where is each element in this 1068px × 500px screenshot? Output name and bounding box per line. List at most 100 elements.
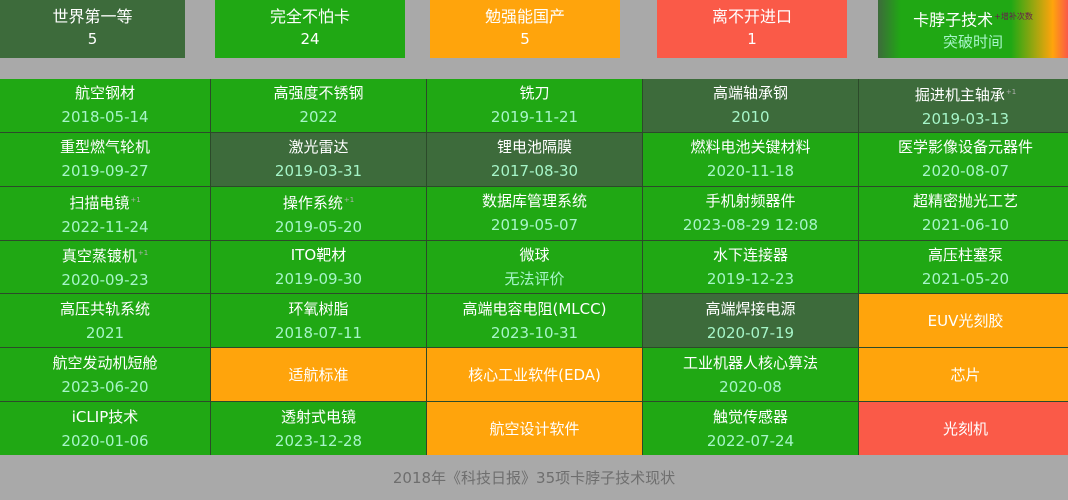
tech-name: ITO靶材 xyxy=(291,243,346,267)
tech-name-text: 真空蒸镀机 xyxy=(61,247,137,266)
tech-cell: 铣刀 2019-11-21 xyxy=(427,79,642,132)
tech-name-text: 适航标准 xyxy=(288,365,349,384)
breakthrough-date: 2021-06-10 xyxy=(921,216,1010,235)
tech-name-text: 高强度不锈钢 xyxy=(273,84,364,103)
tech-cell: 高端焊接电源 2020-07-19 xyxy=(643,294,858,348)
tech-name-text: iCLIP技术 xyxy=(71,407,139,426)
tech-name: 操作系统+1 xyxy=(283,188,354,215)
summary-label: 离不开进口 xyxy=(711,7,792,26)
tech-name: 光刻机 xyxy=(943,417,988,441)
tech-name-text: 激光雷达 xyxy=(288,138,349,157)
tech-cell: 环氧树脂 2018-07-11 xyxy=(211,294,426,348)
tech-cell: 激光雷达 2019-03-31 xyxy=(211,132,426,186)
tech-name-text: 医学影像设备元器件 xyxy=(897,138,1033,157)
supplement-count: +1 xyxy=(1005,87,1017,96)
tech-name: 锂电池隔膜 xyxy=(497,135,572,159)
summary-count: 24 xyxy=(300,30,320,48)
tech-name: 激光雷达 xyxy=(288,135,348,159)
tech-cell: 航空设计软件 xyxy=(427,402,642,455)
tech-cell: 芯片 xyxy=(859,348,1068,402)
breakthrough-date: 2019-03-13 xyxy=(921,109,1010,128)
tech-name: 微球 xyxy=(519,243,549,267)
tech-name-text: 铣刀 xyxy=(519,84,550,103)
tech-name-text: 数据库管理系统 xyxy=(481,192,587,211)
breakthrough-date: 2019-12-23 xyxy=(706,269,795,288)
legend-card: 卡脖子技术+增补次数 突破时间 xyxy=(878,0,1068,58)
tech-name: 超精密抛光工艺 xyxy=(913,189,1018,213)
tech-name: 芯片 xyxy=(950,363,980,387)
tech-cell: 扫描电镜+1 2022-11-24 xyxy=(0,186,210,240)
tech-cell: ITO靶材 2019-09-30 xyxy=(211,240,426,294)
tech-name: 核心工业软件(EDA) xyxy=(468,363,601,387)
tech-cell: 微球 无法评价 xyxy=(427,240,642,294)
tech-cell: 高端轴承钢 2010 xyxy=(643,79,858,132)
tech-name-text: 重型燃气轮机 xyxy=(59,138,150,157)
breakthrough-date: 无法评价 xyxy=(504,269,565,288)
tech-cell: 操作系统+1 2019-05-20 xyxy=(211,186,426,240)
legend-superscript: +增补次数 xyxy=(994,12,1033,21)
legend-subtitle: 突破时间 xyxy=(942,33,1003,52)
breakthrough-date: 2019-09-27 xyxy=(61,162,149,181)
tech-name-text: 航空发动机短舱 xyxy=(52,353,158,372)
tech-name: 燃料电池关键材料 xyxy=(690,135,810,159)
summary-label: 完全不怕卡 xyxy=(269,7,350,26)
tech-name-text: 高压柱塞泵 xyxy=(927,245,1003,264)
tech-name: 高端轴承钢 xyxy=(713,81,788,105)
tech-name: 数据库管理系统 xyxy=(482,189,587,213)
tech-cell: 重型燃气轮机 2019-09-27 xyxy=(0,132,210,186)
supplement-count: +1 xyxy=(137,249,149,258)
breakthrough-date: 2018-07-11 xyxy=(274,323,363,342)
tech-cell: 掘进机主轴承+1 2019-03-13 xyxy=(859,79,1068,132)
tech-name: 高端电容电阻(MLCC) xyxy=(463,297,607,321)
tech-name-text: 高压共轨系统 xyxy=(59,299,150,318)
tech-name-text: 高端电容电阻(MLCC) xyxy=(462,299,607,318)
breakthrough-date: 2020-01-06 xyxy=(61,431,149,450)
tech-cell: 高压共轨系统 2021 xyxy=(0,294,210,348)
tech-cell: 手机射频器件 2023-08-29 12:08 xyxy=(643,186,858,240)
tech-name-text: 高端焊接电源 xyxy=(705,299,796,318)
tech-name-text: 扫描电镜 xyxy=(69,193,130,212)
breakthrough-date: 2019-05-20 xyxy=(274,217,363,236)
tech-cell: iCLIP技术 2020-01-06 xyxy=(0,402,210,455)
tech-name-text: 水下连接器 xyxy=(712,245,788,264)
tech-name: 航空设计软件 xyxy=(489,417,579,441)
breakthrough-date: 2019-03-31 xyxy=(274,162,363,181)
tech-name-text: 核心工业软件(EDA) xyxy=(468,365,601,384)
tech-cell: 数据库管理系统 2019-05-07 xyxy=(427,186,642,240)
tech-name: 水下连接器 xyxy=(713,243,788,267)
tech-cell: 核心工业软件(EDA) xyxy=(427,348,642,402)
tech-cell: 光刻机 xyxy=(859,402,1068,455)
summary-count: 1 xyxy=(747,30,757,48)
tech-cell: 真空蒸镀机+1 2020-09-23 xyxy=(0,240,210,294)
breakthrough-date: 2022-07-24 xyxy=(706,431,795,450)
breakthrough-date: 2023-08-29 12:08 xyxy=(682,216,819,235)
breakthrough-date: 2020-09-23 xyxy=(61,271,149,290)
tech-name-text: 掘进机主轴承 xyxy=(914,85,1005,104)
breakthrough-date: 2023-10-31 xyxy=(490,323,579,342)
tech-cell: 锂电池隔膜 2017-08-30 xyxy=(427,132,642,186)
breakthrough-date: 2020-08-07 xyxy=(921,162,1010,181)
tech-cell: 燃料电池关键材料 2020-11-18 xyxy=(643,132,858,186)
tech-name: 铣刀 xyxy=(519,81,549,105)
summary-count: 5 xyxy=(520,30,530,48)
tech-name: 手机射频器件 xyxy=(705,189,795,213)
summary-card-world-first: 世界第一等 5 xyxy=(0,0,185,58)
tech-name-text: 航空设计软件 xyxy=(489,419,580,438)
technology-grid: 航空钢材 2018-05-14 高强度不锈钢 2022 铣刀 2019-11-21 高端轴承… xyxy=(0,79,1068,455)
tech-name: 医学影像设备元器件 xyxy=(898,135,1033,159)
breakthrough-date: 2021 xyxy=(85,323,125,342)
breakthrough-date: 2020-07-19 xyxy=(706,323,795,342)
tech-name: 掘进机主轴承+1 xyxy=(915,80,1016,107)
tech-name: 高端焊接电源 xyxy=(705,297,795,321)
tech-cell: 适航标准 xyxy=(211,348,426,402)
breakthrough-date: 2023-12-28 xyxy=(274,431,363,450)
tech-name: 环氧树脂 xyxy=(288,297,348,321)
tech-name-text: 燃料电池关键材料 xyxy=(690,138,811,157)
tech-name: EUV光刻胶 xyxy=(928,309,1004,333)
tech-name: 工业机器人核心算法 xyxy=(683,351,818,375)
tech-name: 高压共轨系统 xyxy=(60,297,150,321)
breakthrough-date: 2019-05-07 xyxy=(490,216,579,235)
breakthrough-date: 2023-06-20 xyxy=(61,377,149,396)
tech-cell: 高端电容电阻(MLCC) 2023-10-31 xyxy=(427,294,642,348)
tech-name: 透射式电镜 xyxy=(281,405,356,429)
